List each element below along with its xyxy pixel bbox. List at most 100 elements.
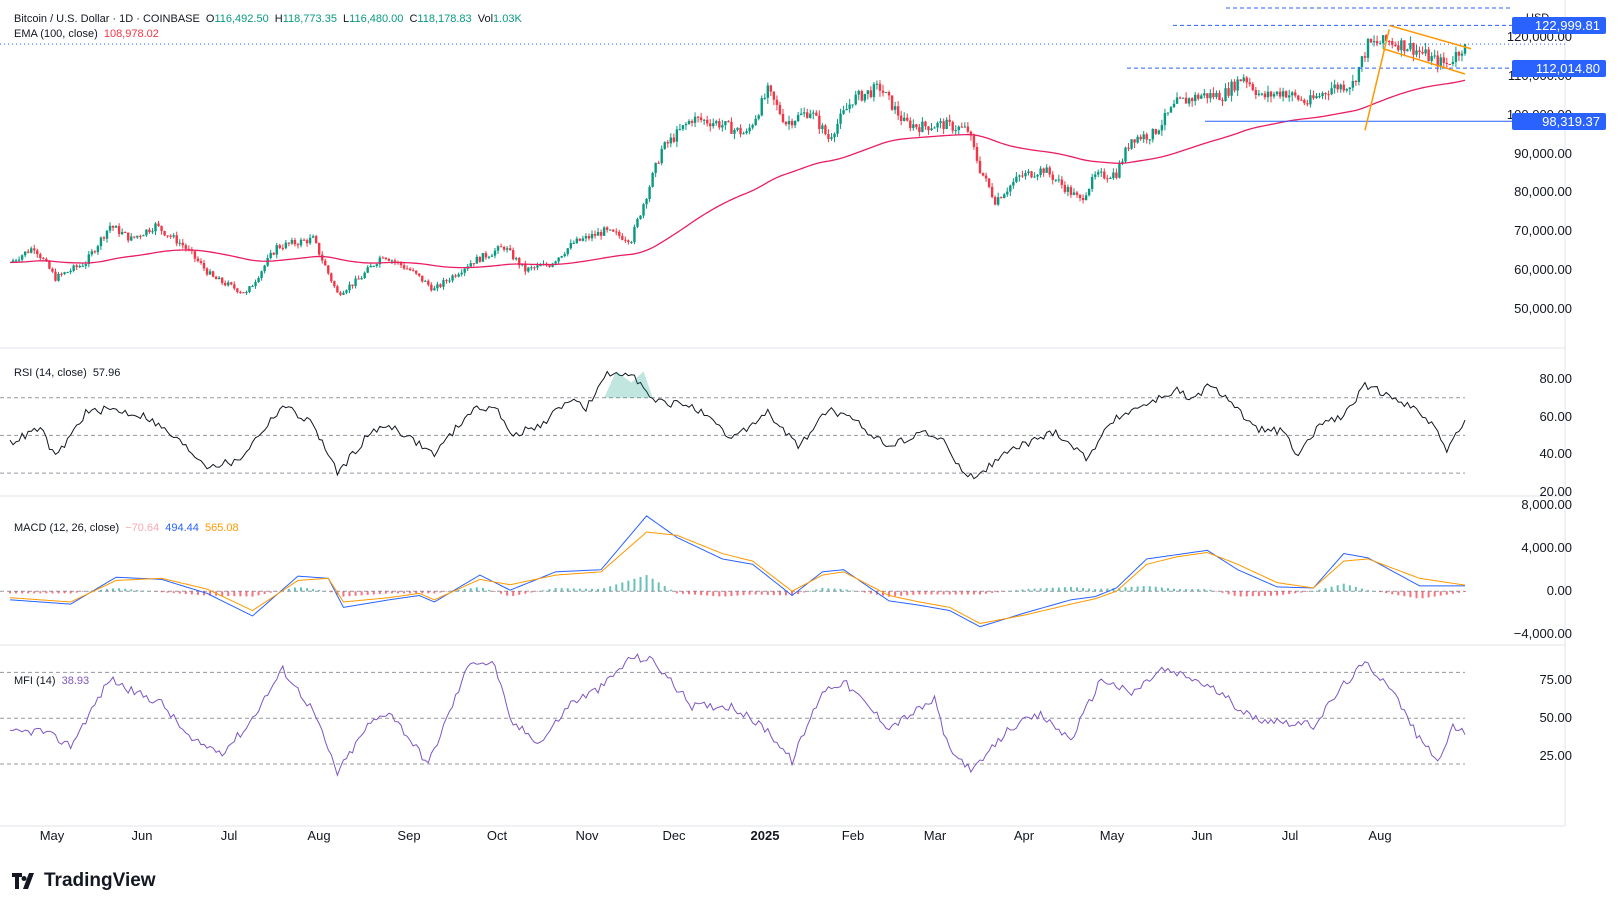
macd-histogram-bar (882, 591, 884, 596)
candle (142, 234, 145, 237)
macd-histogram-bar (1324, 588, 1327, 592)
candle (636, 217, 639, 229)
candle-body (1351, 81, 1355, 88)
candle (172, 233, 175, 239)
candle (30, 246, 33, 254)
candle-body (1218, 92, 1221, 101)
candle (705, 115, 709, 127)
candle-body (1254, 90, 1258, 95)
candle (569, 239, 572, 250)
candle-body (627, 240, 630, 243)
price-tick-label: 70,000.00 (1514, 223, 1572, 239)
rsi-line (9, 370, 1466, 480)
candle-body (769, 85, 773, 92)
candle-body (1045, 167, 1048, 173)
candle-body (484, 253, 488, 258)
candle (454, 273, 457, 278)
candle (193, 250, 197, 263)
candle (1260, 92, 1264, 96)
candle (963, 122, 967, 128)
candle (1172, 99, 1176, 108)
macd-histogram-bar (1003, 591, 1006, 592)
macd-histogram-bar (1276, 591, 1279, 596)
candle (1330, 82, 1333, 96)
candle-body (833, 133, 836, 138)
candle (1303, 98, 1306, 106)
ema-value: 108,978.02 (103, 28, 159, 40)
candle (351, 284, 354, 289)
candle-body (524, 263, 527, 272)
candle (624, 236, 627, 243)
macd-histogram-bar (1257, 591, 1260, 597)
candle-body (563, 254, 566, 257)
macd-histogram-bar (1021, 589, 1024, 592)
candle (975, 142, 979, 164)
macd-histogram-bar (148, 591, 151, 592)
candle-body (1348, 87, 1352, 90)
candle-body (1127, 147, 1130, 149)
candle (1030, 170, 1033, 179)
candle (1372, 35, 1376, 47)
candle (1178, 96, 1182, 100)
candle-body (1157, 130, 1161, 134)
macd-histogram-bar (1118, 587, 1121, 592)
candle (281, 244, 285, 251)
macd-histogram-bar (433, 591, 436, 594)
candle-body (1027, 171, 1030, 174)
candle-body (311, 236, 315, 238)
macd-histogram-bar (942, 591, 945, 595)
candle-body (1291, 92, 1294, 96)
macd-histogram-bar (924, 591, 927, 595)
candle (615, 228, 618, 236)
candle (1112, 168, 1115, 181)
time-tick-label: Jun (1191, 828, 1213, 843)
candle-body (645, 199, 648, 205)
macd-histogram-bar (1069, 586, 1072, 592)
macd-histogram-bar (506, 591, 509, 596)
rsi-tick-label: 40.00 (1539, 446, 1572, 462)
candle-body (299, 239, 303, 246)
macd-histogram-bar (536, 591, 539, 592)
candle (357, 275, 360, 280)
candle (748, 123, 751, 135)
candle-body (1021, 175, 1024, 177)
candle-body (1236, 79, 1239, 91)
rsi-legend: RSI (14, close) 57.96 (14, 366, 123, 380)
candle (648, 184, 651, 203)
candle-body (1315, 96, 1318, 99)
candle (1187, 97, 1191, 107)
candle (196, 256, 200, 263)
candle-body (942, 121, 945, 129)
candle-body (287, 242, 291, 244)
candle (233, 281, 236, 291)
candle-body (657, 162, 660, 164)
candle (260, 270, 263, 281)
candle (1100, 167, 1103, 178)
macd-histogram-bar (166, 591, 169, 593)
candle-body (1190, 98, 1194, 102)
candle (330, 272, 333, 283)
macd-histogram-bar (615, 584, 618, 592)
candle (1039, 166, 1042, 178)
macd-histogram-bar (1457, 591, 1460, 593)
tradingview-logo[interactable]: TradingView (12, 870, 156, 892)
macd-histogram-bar (1379, 591, 1382, 593)
candle-body (1309, 95, 1312, 105)
candle-body (69, 270, 72, 273)
ema-legend: EMA (100, close) 108,978.02 (14, 27, 162, 41)
candle-body (602, 227, 606, 236)
macd-histogram-bar (487, 589, 490, 592)
candle (802, 107, 806, 118)
candle-body (411, 270, 415, 272)
candle (78, 264, 81, 269)
candle-body (257, 278, 260, 283)
candle-body (518, 258, 521, 266)
candle-body (175, 235, 178, 244)
tradingview-logo-text: TradingView (44, 870, 156, 891)
macd-signal-value: 565.08 (204, 522, 239, 534)
macd-histogram-bar (760, 591, 763, 595)
candle-body (87, 254, 91, 265)
candle (475, 254, 479, 264)
